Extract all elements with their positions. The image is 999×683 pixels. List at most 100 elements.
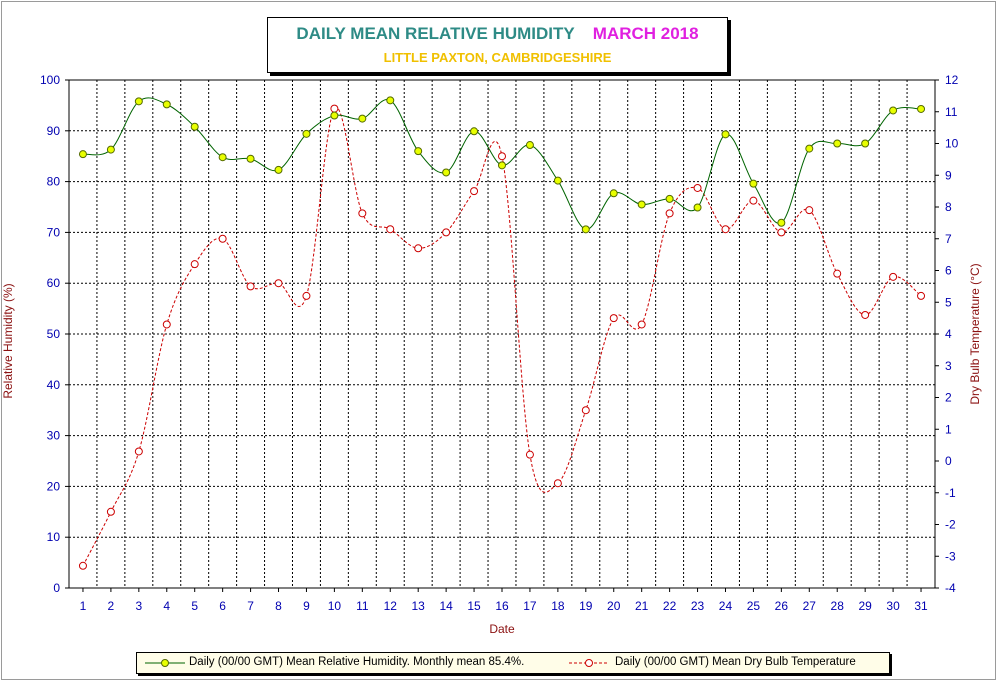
data-point-humidity [833, 139, 842, 148]
x-tick-label: 28 [831, 599, 845, 613]
data-point-temperature [833, 269, 842, 278]
data-point-humidity [525, 141, 534, 150]
y-left-tick-label: 70 [47, 225, 61, 239]
y-right-tick-label: 1 [945, 422, 952, 436]
x-tick-label: 16 [495, 599, 509, 613]
data-point-humidity [665, 194, 674, 203]
y-right-tick-label: -4 [945, 581, 956, 595]
data-point-temperature [777, 228, 786, 237]
data-point-humidity [78, 150, 87, 159]
data-point-temperature [749, 196, 758, 205]
y-axis-left-label-text: Relative Humidity (%) [1, 283, 15, 399]
data-point-temperature [553, 479, 562, 488]
y-left-tick-label: 60 [47, 276, 61, 290]
y-right-tick-label: 4 [945, 327, 952, 341]
y-right-tick-label: -2 [945, 518, 956, 532]
x-tick-label: 21 [635, 599, 649, 613]
data-point-humidity [498, 161, 506, 170]
data-point-humidity [889, 106, 898, 115]
data-point-humidity [302, 129, 311, 138]
data-point-temperature [721, 225, 730, 234]
y-left-tick-label: 90 [47, 124, 61, 138]
x-tick-label: 22 [663, 599, 677, 613]
x-tick-label: 14 [439, 599, 453, 613]
y-left-tick-label: 80 [47, 175, 61, 189]
x-tick-label: 26 [775, 599, 789, 613]
data-point-humidity [218, 153, 227, 162]
x-tick-label: 10 [328, 599, 342, 613]
x-tick-label: 27 [803, 599, 817, 613]
data-point-humidity [917, 104, 926, 113]
data-point-temperature [637, 320, 646, 329]
data-point-temperature [414, 244, 423, 253]
x-axis-label: Date [489, 622, 515, 636]
legend-label-humidity: Daily (00/00 GMT) Mean Relative Humidity… [189, 656, 525, 668]
x-tick-label: 11 [356, 599, 369, 613]
data-point-temperature [665, 209, 674, 218]
x-tick-label: 19 [579, 599, 593, 613]
data-point-humidity [274, 165, 283, 174]
data-point-humidity [386, 96, 395, 105]
x-tick-label: 4 [163, 599, 170, 613]
y-right-tick-label: 7 [945, 232, 952, 246]
data-point-temperature [805, 206, 814, 215]
y-left-tick-label: 100 [40, 73, 60, 87]
data-point-humidity [637, 200, 646, 209]
y-right-tick-label: -3 [945, 549, 956, 563]
x-tick-label: 3 [135, 599, 142, 613]
data-point-temperature [78, 561, 87, 570]
data-point-temperature [162, 320, 171, 329]
y-right-tick-label: -1 [945, 486, 956, 500]
data-point-temperature [274, 279, 283, 288]
x-tick-label: 29 [858, 599, 872, 613]
legend-swatch-temperature [569, 659, 609, 667]
x-tick-label: 15 [467, 599, 481, 613]
data-point-temperature [498, 152, 506, 161]
x-tick-label: 17 [523, 599, 537, 613]
y-right-tick-label: 8 [945, 200, 952, 214]
y-left-tick-label: 40 [47, 378, 61, 392]
data-point-humidity [134, 97, 143, 106]
y-right-tick-label: 11 [945, 105, 958, 119]
x-tick-label: 8 [275, 599, 282, 613]
y-left-tick-label: 10 [47, 530, 61, 544]
data-point-temperature [246, 282, 255, 291]
x-tick-label: 2 [108, 599, 115, 613]
data-point-humidity [442, 168, 451, 177]
data-point-temperature [609, 314, 618, 323]
data-point-temperature [330, 104, 339, 113]
data-point-temperature [693, 183, 702, 192]
data-point-humidity [749, 179, 758, 188]
y-right-tick-label: 12 [945, 73, 959, 87]
data-point-temperature [861, 310, 870, 319]
data-point-humidity [330, 111, 339, 120]
data-point-humidity [609, 189, 618, 198]
x-tick-label: 1 [80, 599, 87, 613]
y-left-tick-label: 20 [47, 479, 61, 493]
grid-lines [69, 80, 935, 588]
data-point-temperature [190, 260, 199, 269]
x-tick-label: 7 [247, 599, 254, 613]
data-point-humidity [721, 130, 730, 139]
chart-subtitle: LITTLE PAXTON, CAMBRIDGESHIRE [383, 50, 612, 65]
data-point-humidity [190, 122, 199, 131]
data-point-temperature [470, 187, 479, 196]
x-tick-label: 12 [384, 599, 398, 613]
data-point-humidity [470, 127, 479, 136]
data-point-humidity [581, 225, 590, 234]
data-point-humidity [693, 203, 702, 212]
data-point-temperature [218, 234, 227, 243]
chart-title: DAILY MEAN RELATIVE HUMIDITY MARCH 2018 [268, 24, 727, 44]
x-tick-label: 5 [191, 599, 198, 613]
data-point-humidity [246, 154, 255, 163]
data-point-temperature [106, 507, 115, 516]
tick-labels: 0102030405060708090100-4-3-2-10123456789… [40, 73, 959, 613]
y-right-tick-label: 5 [945, 295, 952, 309]
data-point-humidity [805, 144, 814, 153]
y-axis-right-label-text: Dry Bulb Temperature (°C) [968, 263, 982, 405]
x-tick-label: 18 [551, 599, 565, 613]
legend-label-temperature: Daily (00/00 GMT) Mean Dry Bulb Temperat… [615, 656, 856, 668]
data-point-temperature [302, 291, 311, 300]
